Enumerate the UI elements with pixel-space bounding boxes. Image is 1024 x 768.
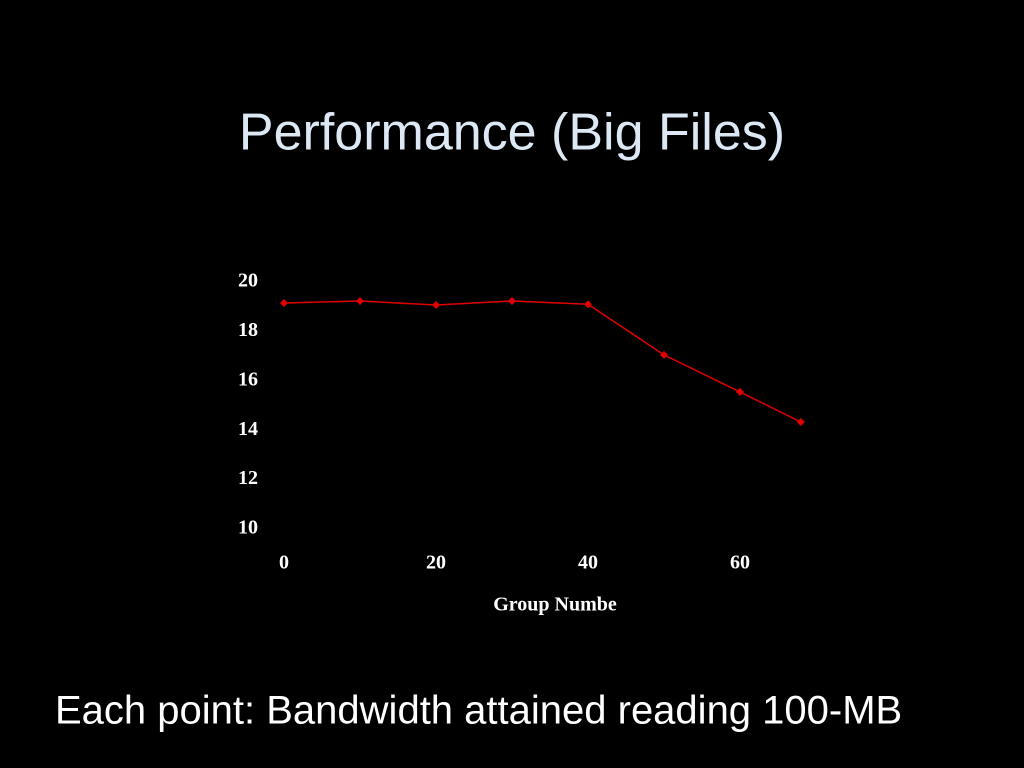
footnote: Each point: Bandwidth attained reading 1…	[55, 689, 902, 733]
x-tick-label: 40	[578, 552, 598, 574]
data-point	[508, 297, 516, 306]
data-point	[584, 300, 592, 309]
y-tick-label: 18	[238, 319, 258, 341]
data-point	[660, 350, 668, 359]
x-tick-label: 0	[279, 552, 289, 574]
data-point	[432, 300, 440, 309]
y-tick-label: 20	[238, 270, 258, 292]
data-point	[356, 297, 364, 306]
y-tick-label: 14	[238, 418, 258, 440]
x-axis-label: Group Numbe	[493, 594, 617, 616]
x-tick-label: 60	[730, 552, 750, 574]
data-point	[736, 387, 744, 396]
x-tick-label: 20	[426, 552, 446, 574]
y-tick-label: 10	[238, 517, 258, 539]
y-tick-label: 16	[238, 368, 258, 390]
data-line	[283, 300, 802, 423]
data-point	[796, 418, 805, 427]
y-tick-label: 12	[238, 467, 258, 489]
data-point	[280, 298, 288, 307]
chart-title: Performance (Big Files)	[239, 104, 785, 162]
